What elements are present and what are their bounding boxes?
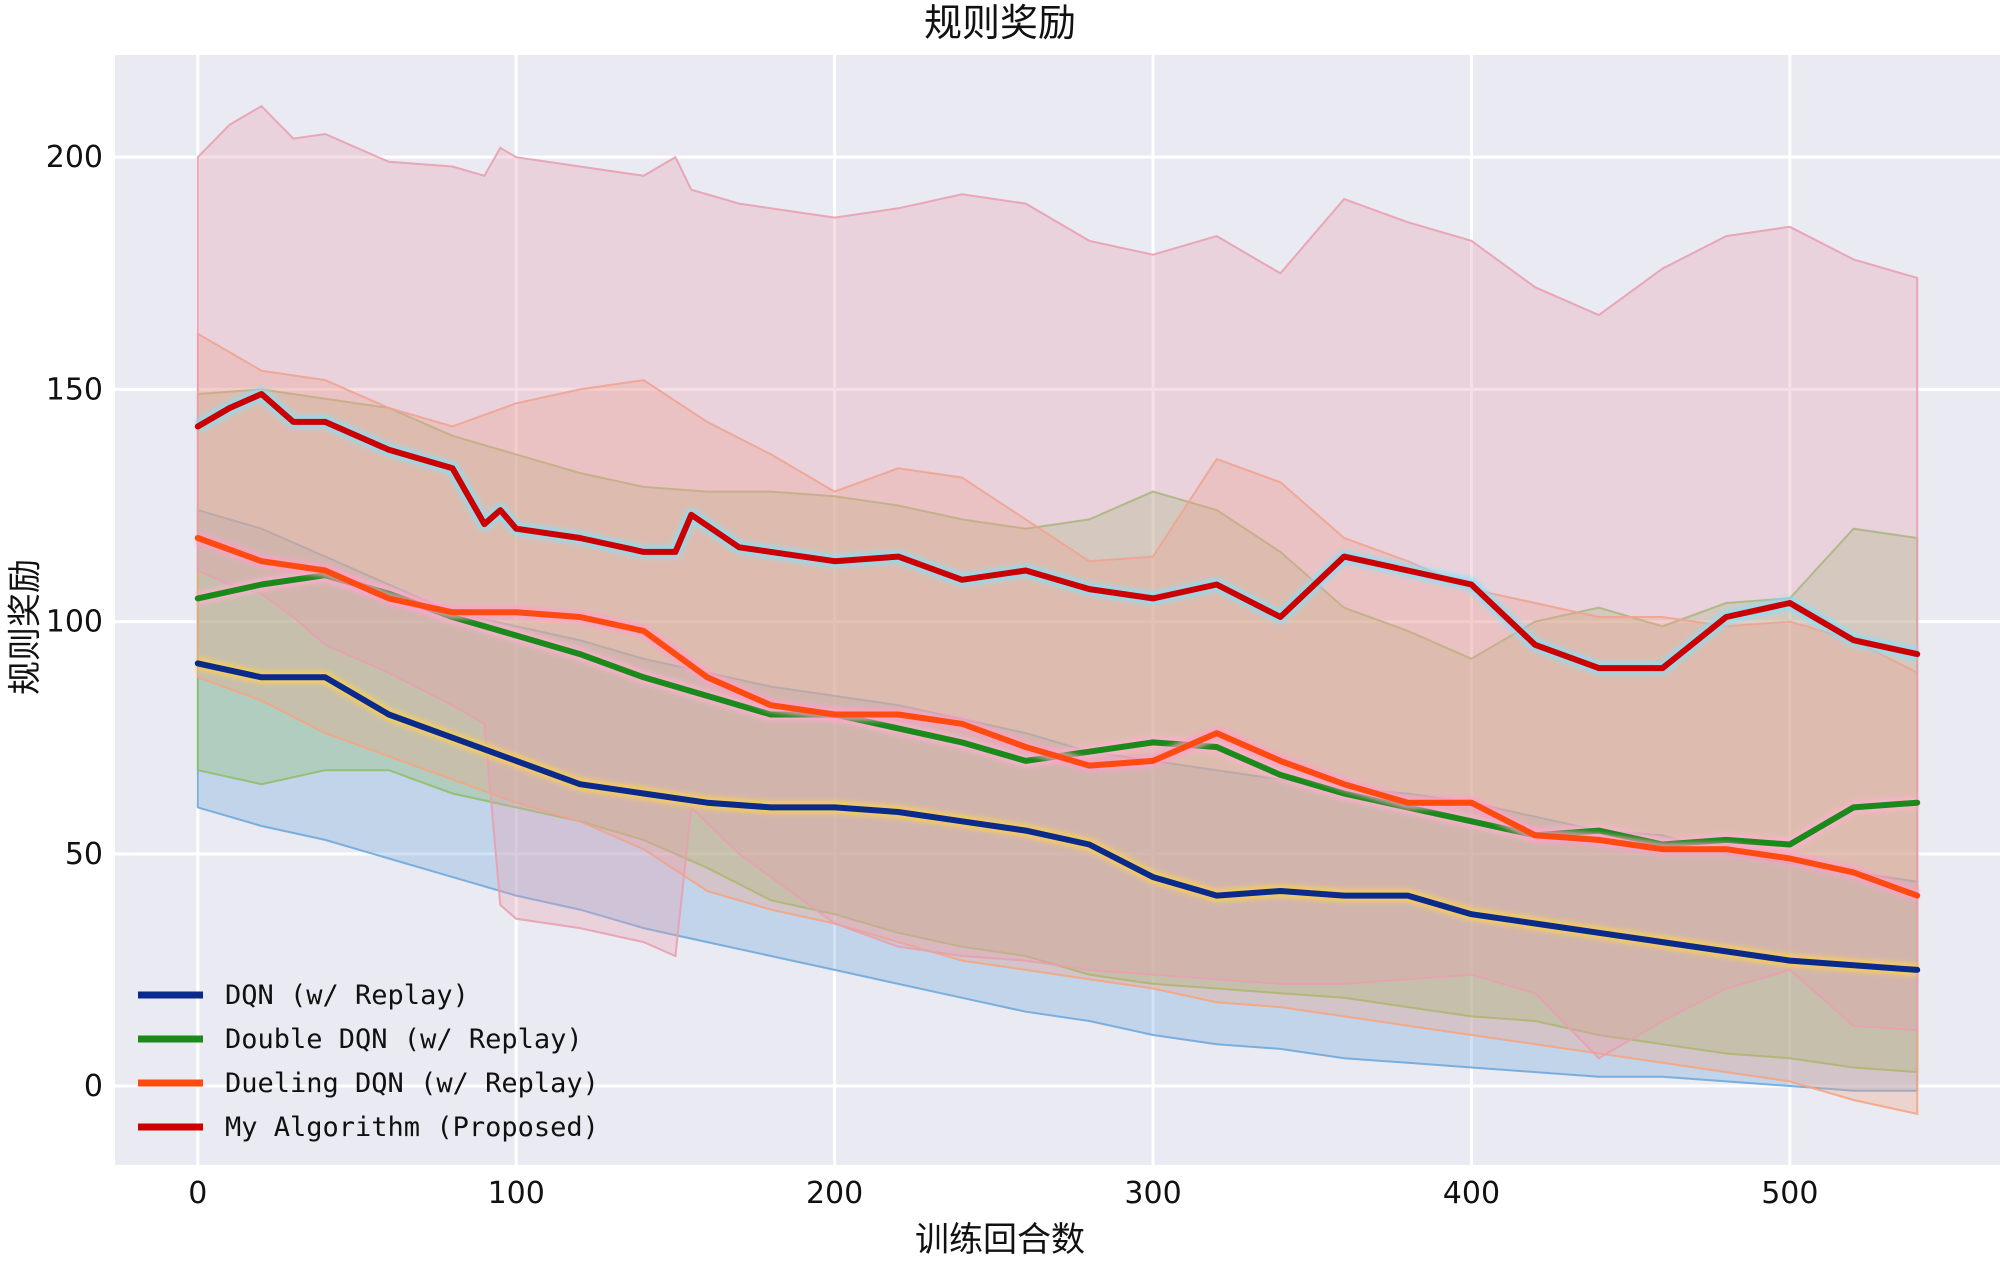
series-line-2 [194,535,1921,899]
x-tick-label: 0 [188,1176,207,1211]
y-tick-label: 100 [46,605,103,640]
y-tick-label: 50 [65,837,103,872]
legend-label: Double DQN (w/ Replay) [225,1024,583,1055]
x-tick-label: 300 [1124,1176,1181,1211]
legend-label: DQN (w/ Replay) [225,980,469,1011]
series-line-3 [194,391,1921,672]
x-tick-label: 200 [806,1176,863,1211]
grid [115,55,2000,1165]
x-tick-label: 100 [488,1176,545,1211]
legend-label: Dueling DQN (w/ Replay) [225,1068,599,1099]
x-axis-label: 训练回合数 [915,1220,1085,1260]
series-line-0 [194,660,1921,973]
y-tick-label: 0 [84,1069,103,1104]
y-tick-label: 150 [46,372,103,407]
y-tick-label: 200 [46,140,103,175]
x-tick-label: 500 [1761,1176,1818,1211]
tick-labels: 0 100 200 300 400 500 0 50 100 150 200 [46,140,1819,1211]
series-lines [194,387,1921,977]
legend: DQN (w/ Replay) Double DQN (w/ Replay) Due… [138,980,599,1143]
legend-label: My Algorithm (Proposed) [225,1112,599,1143]
chart-title: 规则奖励 [923,1,1076,45]
x-tick-label: 400 [1443,1176,1500,1211]
